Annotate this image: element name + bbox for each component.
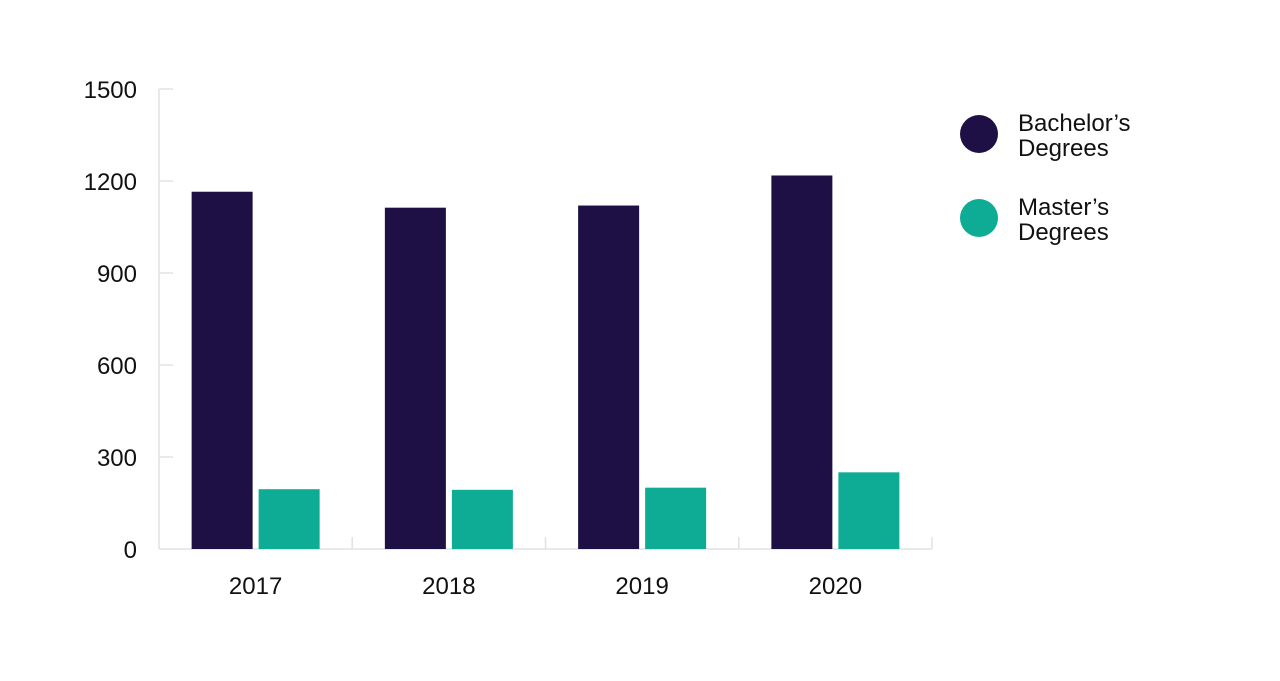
y-tick-label: 900 (97, 261, 137, 288)
bar-bachelors-2018 (384, 207, 446, 549)
y-tick-label: 0 (124, 537, 137, 564)
x-tick-label: 2019 (615, 573, 668, 600)
legend-swatch (960, 199, 998, 237)
x-tick-label: 2017 (229, 573, 282, 600)
bars (191, 175, 900, 550)
x-tick-label: 2020 (809, 573, 862, 600)
bar-masters-2018 (451, 489, 513, 549)
legend-label: Master’s Degrees (1018, 194, 1109, 246)
x-axis: 2017 2018 2019 2020 (159, 537, 933, 600)
legend-label: Bachelor’s Degrees (1018, 110, 1131, 162)
bar-masters-2019 (645, 487, 707, 549)
y-tick-label: 300 (97, 445, 137, 472)
y-axis: 0 300 600 900 1200 1500 (84, 77, 173, 564)
legend-label-line: Bachelor’s (1018, 110, 1131, 137)
legend-label-line: Degrees (1018, 219, 1109, 246)
legend-swatch (960, 115, 998, 153)
y-tick-label: 1200 (84, 169, 137, 196)
bar-bachelors-2020 (771, 175, 833, 550)
x-tick-label: 2018 (422, 573, 475, 600)
bar-masters-2017 (258, 489, 320, 549)
y-tick-label: 600 (97, 353, 137, 380)
legend-label-line: Master’s (1018, 194, 1109, 221)
legend-label-line: Degrees (1018, 135, 1109, 162)
bar-bachelors-2017 (191, 191, 253, 549)
bar-bachelors-2019 (578, 205, 640, 550)
y-tick-label: 1500 (84, 77, 137, 104)
bar-masters-2020 (838, 472, 900, 549)
